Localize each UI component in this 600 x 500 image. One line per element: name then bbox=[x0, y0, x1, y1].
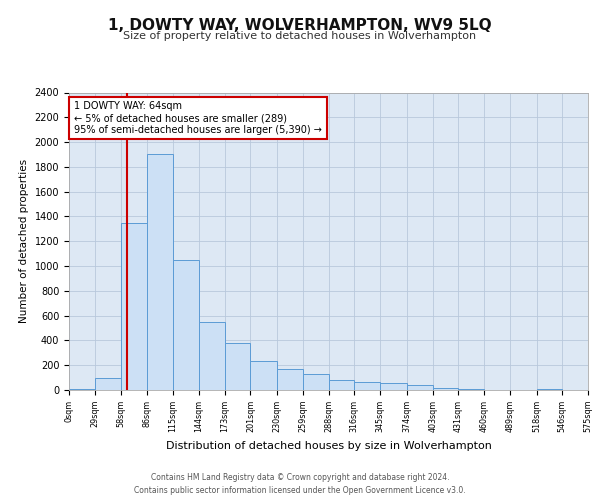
Text: 1 DOWTY WAY: 64sqm
← 5% of detached houses are smaller (289)
95% of semi-detache: 1 DOWTY WAY: 64sqm ← 5% of detached hous… bbox=[74, 102, 322, 134]
Bar bbox=[199, 322, 225, 390]
Bar bbox=[95, 378, 121, 390]
Bar bbox=[146, 154, 173, 390]
Text: 1, DOWTY WAY, WOLVERHAMPTON, WV9 5LQ: 1, DOWTY WAY, WOLVERHAMPTON, WV9 5LQ bbox=[108, 18, 492, 32]
Y-axis label: Number of detached properties: Number of detached properties bbox=[19, 159, 29, 324]
Text: Size of property relative to detached houses in Wolverhampton: Size of property relative to detached ho… bbox=[124, 31, 476, 41]
Bar bbox=[121, 222, 146, 390]
Text: Contains HM Land Registry data © Crown copyright and database right 2024.
Contai: Contains HM Land Registry data © Crown c… bbox=[134, 474, 466, 495]
Bar bbox=[250, 362, 277, 390]
Bar bbox=[380, 382, 407, 390]
X-axis label: Distribution of detached houses by size in Wolverhampton: Distribution of detached houses by size … bbox=[166, 440, 491, 450]
Bar bbox=[407, 385, 433, 390]
Bar bbox=[303, 374, 329, 390]
Bar bbox=[354, 382, 380, 390]
Bar bbox=[277, 369, 303, 390]
Bar bbox=[433, 388, 458, 390]
Bar bbox=[329, 380, 354, 390]
Bar bbox=[173, 260, 199, 390]
Bar bbox=[225, 343, 250, 390]
